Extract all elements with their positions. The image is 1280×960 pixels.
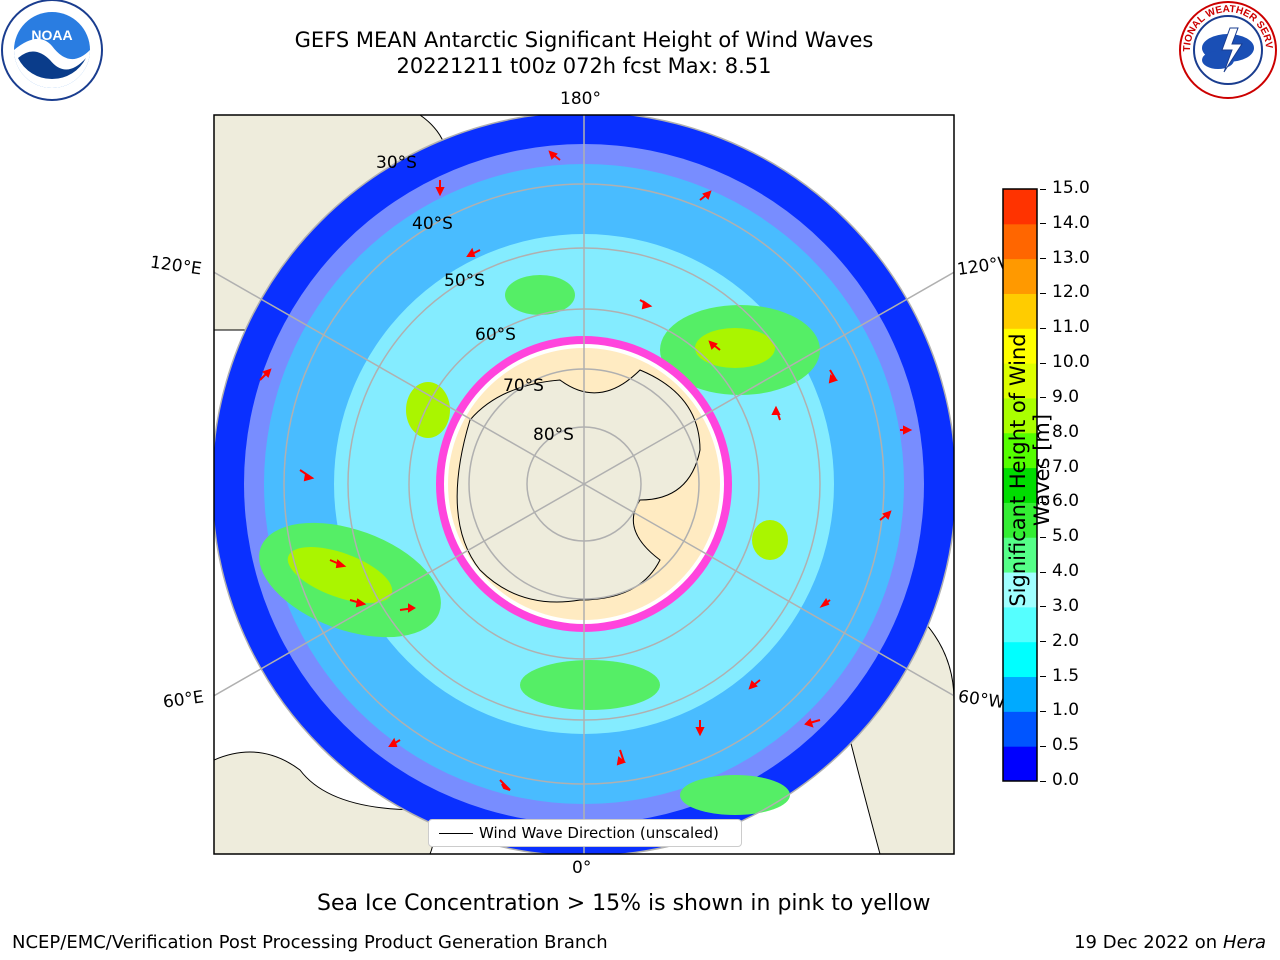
colorbar-tick-label: 8.0 (1052, 421, 1080, 442)
footer-host: Hera (1222, 932, 1266, 953)
colorbar-tick-mark (1040, 223, 1046, 225)
colorbar-segment (1003, 537, 1037, 573)
lat-label-60s: 60°S (475, 325, 516, 345)
colorbar-segment (1003, 328, 1037, 364)
colorbar-tick-label: 4.0 (1052, 561, 1080, 582)
colorbar-tick-mark (1040, 327, 1046, 329)
colorbar-tick-label: 9.0 (1052, 386, 1080, 407)
colorbar-tick-label: 6.0 (1052, 491, 1080, 512)
colorbar-tick-mark (1040, 258, 1046, 260)
colorbar-tick-label: 11.0 (1052, 317, 1090, 338)
colorbar-tick-mark (1040, 606, 1046, 608)
colorbar-title: Significant Height of Wind Waves [m] (1006, 320, 1054, 620)
colorbar-tick-label: 2.0 (1052, 630, 1080, 651)
colorbar-segment (1003, 432, 1037, 469)
colorbar-tick-label: 14.0 (1052, 212, 1090, 233)
legend-line-swatch (439, 833, 473, 834)
colorbar-tick-mark (1040, 745, 1046, 747)
noaa-logo-text: NOAA (31, 27, 72, 43)
colorbar-tick-mark (1040, 676, 1046, 678)
colorbar-tick-mark (1040, 188, 1046, 190)
colorbar-tick-label: 1.5 (1052, 665, 1080, 686)
colorbar-segment (1003, 606, 1037, 643)
colorbar-tick-label: 10.0 (1052, 352, 1090, 373)
colorbar-title-line1: Significant Height of Wind (1006, 333, 1030, 607)
colorbar-title-line2: Waves [m] (1030, 413, 1054, 527)
colorbar-tick-mark (1040, 571, 1046, 573)
colorbar-segment (1003, 363, 1037, 399)
lat-label-30s: 30°S (376, 153, 417, 173)
map-legend: Wind Wave Direction (unscaled) (428, 819, 742, 847)
map-frame (213, 114, 955, 855)
colorbar (1002, 188, 1038, 782)
sea-ice-note: Sea Ice Concentration > 15% is shown in … (317, 891, 931, 916)
colorbar-tick-mark (1040, 397, 1046, 399)
lat-label-70s: 70°S (503, 376, 544, 396)
colorbar-segment (1003, 293, 1037, 329)
wind-wave-arrows (259, 150, 913, 791)
colorbar-tick-mark (1040, 536, 1046, 538)
colorbar-tick-mark (1040, 710, 1046, 712)
colorbar-tick-label: 15.0 (1052, 178, 1090, 198)
lon-label-0: 0° (572, 858, 592, 878)
colorbar-tick-label: 13.0 (1052, 247, 1090, 268)
footer-date: 19 Dec 2022 on (1074, 932, 1218, 953)
colorbar-segment (1003, 641, 1037, 678)
noaa-logo: NOAA (1, 0, 103, 101)
colorbar-tick-mark (1040, 432, 1046, 434)
colorbar-segment (1003, 258, 1037, 294)
colorbar-segment (1003, 223, 1037, 260)
colorbar-segment (1003, 676, 1037, 712)
colorbar-tick-mark (1040, 362, 1046, 364)
lat-label-50s: 50°S (444, 271, 485, 291)
wave-maximum-atlantic (520, 660, 660, 710)
colorbar-tick-mark (1040, 501, 1046, 503)
chart-subtitle: 20221211 t00z 072h fcst Max: 8.51 (396, 54, 772, 78)
colorbar-segment (1003, 572, 1037, 608)
colorbar-tick-label: 12.0 (1052, 282, 1090, 303)
colorbar-tick-mark (1040, 467, 1046, 469)
colorbar-tick-label: 0.0 (1052, 770, 1080, 790)
colorbar-segment (1003, 711, 1037, 747)
nws-logo: NATIONAL WEATHER SERVICE (1178, 0, 1277, 99)
colorbar-segment (1003, 746, 1037, 782)
lon-label-180: 180° (560, 89, 601, 109)
lat-label-80s: 80°S (533, 425, 574, 445)
colorbar-tick-mark (1040, 292, 1046, 294)
lat-label-40s: 40°S (412, 214, 453, 234)
colorbar-segment (1003, 189, 1037, 225)
footer-right: 19 Dec 2022 on Hera (1074, 932, 1266, 953)
footer-left: NCEP/EMC/Verification Post Processing Pr… (12, 932, 608, 953)
colorbar-tick-label: 0.5 (1052, 735, 1080, 756)
antarctica-landmass (456, 369, 701, 603)
chart-title: GEFS MEAN Antarctic Significant Height o… (294, 28, 874, 52)
colorbar-tick-label: 3.0 (1052, 595, 1080, 616)
colorbar-tick-mark (1040, 780, 1046, 782)
colorbar-tick-label: 5.0 (1052, 526, 1080, 547)
colorbar-tick-label: 1.0 (1052, 700, 1080, 721)
colorbar-tick-label: 7.0 (1052, 456, 1080, 477)
legend-label: Wind Wave Direction (unscaled) (479, 824, 719, 842)
colorbar-segment (1003, 467, 1037, 503)
colorbar-segment (1003, 502, 1037, 538)
colorbar-segment (1003, 397, 1037, 434)
colorbar-tick-mark (1040, 641, 1046, 643)
